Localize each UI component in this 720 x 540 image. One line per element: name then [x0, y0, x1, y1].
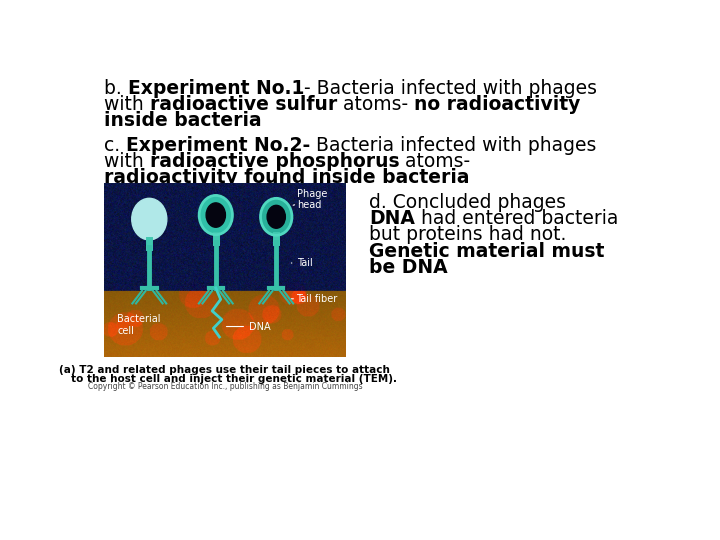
Text: Experiment No.2-: Experiment No.2-	[126, 136, 310, 155]
Text: Experiment No.1: Experiment No.1	[127, 79, 304, 98]
Text: with: with	[104, 95, 150, 114]
Text: inside bacteria: inside bacteria	[104, 111, 261, 130]
Text: b.: b.	[104, 79, 127, 98]
Text: atoms-: atoms-	[400, 152, 470, 171]
Text: no radioactivity: no radioactivity	[414, 95, 580, 114]
Text: Genetic material must: Genetic material must	[369, 242, 604, 261]
Text: - Bacteria infected with phages: - Bacteria infected with phages	[304, 79, 597, 98]
Text: radioactive sulfur: radioactive sulfur	[150, 95, 337, 114]
Text: but proteins had not.: but proteins had not.	[369, 225, 567, 244]
Text: had entered bacteria: had entered bacteria	[415, 209, 618, 228]
Text: Copyright © Pearson Education Inc., publishing as Benjamin Cummings: Copyright © Pearson Education Inc., publ…	[88, 382, 362, 391]
Text: Bacteria infected with phages: Bacteria infected with phages	[310, 136, 597, 155]
Text: (a) T2 and related phages use their tail pieces to attach: (a) T2 and related phages use their tail…	[60, 365, 390, 375]
Text: c.: c.	[104, 136, 126, 155]
Text: atoms-: atoms-	[337, 95, 414, 114]
Text: radioactive phosphorus: radioactive phosphorus	[150, 152, 400, 171]
Text: radioactivity found inside bacteria: radioactivity found inside bacteria	[104, 168, 469, 187]
Text: with: with	[104, 152, 150, 171]
Text: be DNA: be DNA	[369, 258, 448, 277]
Text: d. Concluded phages: d. Concluded phages	[369, 193, 566, 212]
Text: to the host cell and inject their genetic material (TEM).: to the host cell and inject their geneti…	[53, 374, 397, 383]
Text: DNA: DNA	[369, 209, 415, 228]
